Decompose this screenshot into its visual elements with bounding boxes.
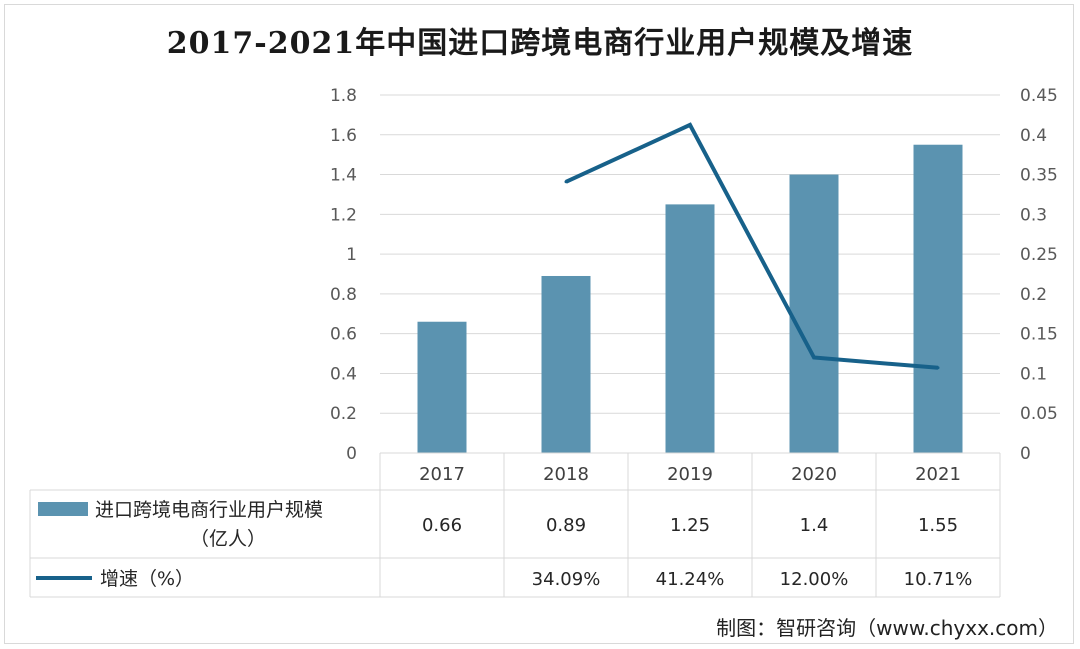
y-left-tick-label: 1.6 [330, 126, 357, 146]
table-value-bar: 1.55 [918, 515, 958, 536]
y-right-tick-label: 0.15 [1020, 325, 1058, 345]
x-tick-label: 2021 [915, 464, 961, 485]
legend-bar-label-line1: 进口跨境电商行业用户规模 [95, 499, 323, 521]
bar-2017 [417, 321, 467, 453]
y-left-tick-label: 1.2 [330, 205, 357, 225]
line-point-2020 [812, 356, 816, 360]
y-left-tick-label: 0.2 [330, 404, 357, 424]
y-right-tick-label: 0.2 [1020, 285, 1047, 305]
x-tick-label: 2020 [791, 464, 837, 485]
line-point-2019 [688, 123, 692, 127]
x-tick-label: 2018 [543, 464, 589, 485]
table-value-line: 10.71% [904, 569, 973, 590]
y-right-tick-label: 0.3 [1020, 205, 1047, 225]
legend-bar-label-line2: （亿人） [190, 528, 266, 550]
line-point-2021 [936, 366, 940, 370]
y-right-tick-label: 0.05 [1020, 404, 1058, 424]
y-left-tick-label: 0.4 [330, 364, 357, 384]
legend-bar-swatch [38, 502, 88, 516]
growth-rate-line [565, 122, 939, 370]
bar-2019 [665, 204, 715, 453]
y-right-tick-label: 0.25 [1020, 245, 1058, 265]
x-tick-label: 2017 [419, 464, 465, 485]
y-right-tick-label: 0 [1020, 444, 1031, 464]
legend-line-label: 增速（%） [100, 568, 194, 590]
chart-frame [4, 4, 1074, 644]
table-value-bar: 1.4 [800, 515, 829, 536]
y-left-tick-label: 1.4 [330, 166, 357, 186]
x-tick-label: 2019 [667, 464, 713, 485]
bar-2020 [789, 174, 839, 454]
table-value-line: 12.00% [780, 569, 849, 590]
y-left-tick-label: 0 [346, 444, 357, 464]
y-right-tick-label: 0.45 [1020, 86, 1058, 106]
y-left-tick-label: 0.6 [330, 325, 357, 345]
table-value-line: 41.24% [656, 569, 725, 590]
y-left-tick-label: 1.8 [330, 86, 357, 106]
y-left-tick-label: 0.8 [330, 285, 357, 305]
table-value-bar: 0.89 [546, 515, 586, 536]
source-credit: 制图：智研咨询（www.chyxx.com） [716, 616, 1058, 640]
table-value-bar: 1.25 [670, 515, 710, 536]
y-left-tick-label: 1 [346, 245, 357, 265]
chart-title: 2017-2021年中国进口跨境电商行业用户规模及增速 [166, 26, 914, 61]
y-right-tick-label: 0.35 [1020, 166, 1058, 186]
table-value-line: 34.09% [532, 569, 601, 590]
table-value-bar: 0.66 [422, 515, 462, 536]
line-point-2018 [564, 180, 568, 184]
bar-2021 [913, 144, 963, 453]
y-right-tick-label: 0.1 [1020, 364, 1047, 384]
bar-2018 [541, 275, 591, 453]
y-right-tick-label: 0.4 [1020, 126, 1047, 146]
